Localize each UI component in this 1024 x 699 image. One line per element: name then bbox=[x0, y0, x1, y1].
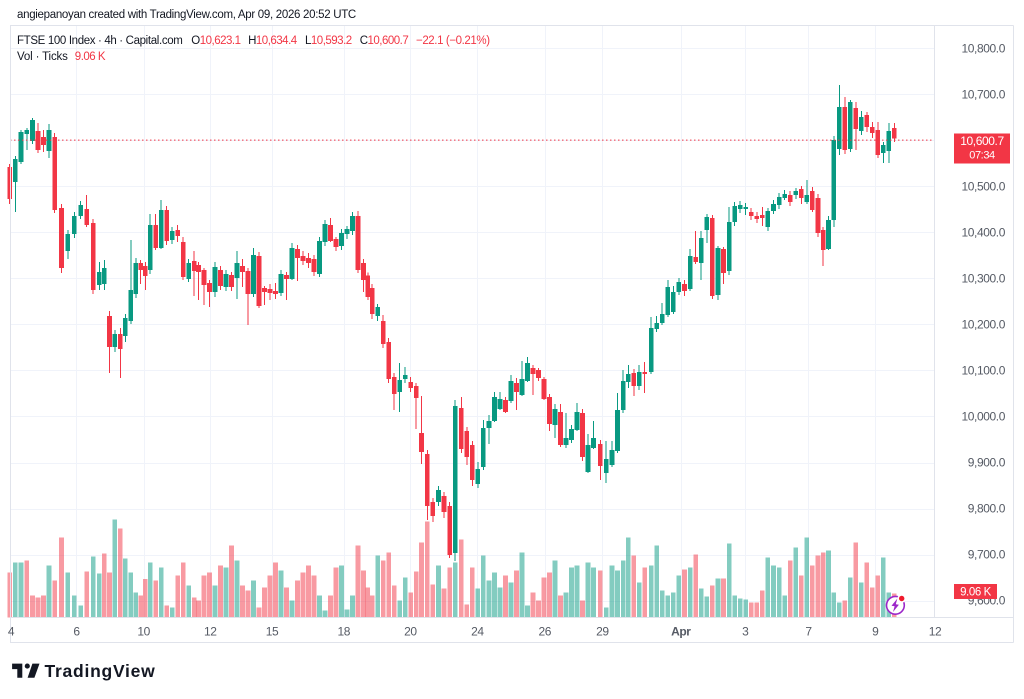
svg-text:L10,593.2: L10,593.2 bbox=[305, 35, 352, 47]
svg-text:10,300.0: 10,300.0 bbox=[961, 271, 1005, 285]
svg-text:24: 24 bbox=[471, 625, 484, 639]
svg-text:12: 12 bbox=[929, 625, 942, 639]
svg-text:6: 6 bbox=[73, 625, 80, 639]
svg-text:10,200.0: 10,200.0 bbox=[961, 318, 1005, 332]
svg-text:10,400.0: 10,400.0 bbox=[961, 225, 1005, 239]
svg-text:07:34: 07:34 bbox=[969, 150, 995, 162]
svg-text:O10,623.1: O10,623.1 bbox=[191, 35, 240, 47]
svg-text:10,700.0: 10,700.0 bbox=[961, 87, 1005, 101]
svg-text:10,600.7: 10,600.7 bbox=[960, 134, 1004, 148]
svg-text:10,500.0: 10,500.0 bbox=[961, 179, 1005, 193]
svg-text:9.06 K: 9.06 K bbox=[75, 51, 106, 63]
svg-text:Apr: Apr bbox=[671, 625, 691, 639]
svg-text:9,900.0: 9,900.0 bbox=[968, 456, 1006, 470]
svg-text:10,000.0: 10,000.0 bbox=[961, 410, 1005, 424]
svg-text:TradingView: TradingView bbox=[45, 661, 156, 681]
svg-text:12: 12 bbox=[204, 625, 217, 639]
svg-text:C10,600.7: C10,600.7 bbox=[360, 35, 409, 47]
svg-text:7: 7 bbox=[805, 625, 812, 639]
svg-text:angiepanoyan created with Trad: angiepanoyan created with TradingView.co… bbox=[17, 9, 356, 21]
svg-text:20: 20 bbox=[404, 625, 417, 639]
svg-text:9: 9 bbox=[872, 625, 879, 639]
svg-text:FTSE 100 Index · 4h · Capital.: FTSE 100 Index · 4h · Capital.com bbox=[17, 35, 183, 47]
svg-text:3: 3 bbox=[742, 625, 749, 639]
svg-text:18: 18 bbox=[338, 625, 351, 639]
svg-text:29: 29 bbox=[596, 625, 609, 639]
svg-text:15: 15 bbox=[266, 625, 279, 639]
svg-text:4: 4 bbox=[8, 625, 15, 639]
svg-text:Vol · Ticks: Vol · Ticks bbox=[17, 51, 68, 63]
svg-text:−22.1 (−0.21%): −22.1 (−0.21%) bbox=[416, 35, 490, 47]
svg-text:10: 10 bbox=[137, 625, 150, 639]
svg-text:10,800.0: 10,800.0 bbox=[961, 41, 1005, 55]
svg-text:9,700.0: 9,700.0 bbox=[968, 548, 1006, 562]
svg-text:9.06 K: 9.06 K bbox=[960, 587, 992, 599]
svg-text:10,100.0: 10,100.0 bbox=[961, 364, 1005, 378]
svg-text:H10,634.4: H10,634.4 bbox=[248, 35, 298, 47]
svg-text:26: 26 bbox=[539, 625, 552, 639]
svg-text:9,800.0: 9,800.0 bbox=[968, 502, 1006, 516]
